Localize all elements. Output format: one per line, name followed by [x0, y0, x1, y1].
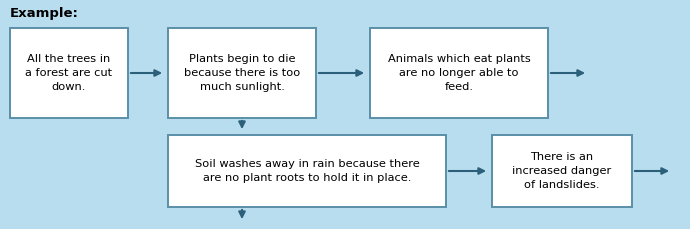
- Text: Example:: Example:: [10, 6, 79, 19]
- Bar: [168, 28, 316, 118]
- Bar: [370, 28, 548, 118]
- Text: Plants begin to die
because there is too
much sunlight.: Plants begin to die because there is too…: [184, 55, 300, 92]
- Bar: [10, 28, 128, 118]
- Bar: [492, 135, 632, 207]
- Text: Soil washes away in rain because there
are no plant roots to hold it in place.: Soil washes away in rain because there a…: [195, 159, 420, 183]
- Text: There is an
increased danger
of landslides.: There is an increased danger of landslid…: [513, 153, 611, 190]
- Text: All the trees in
a forest are cut
down.: All the trees in a forest are cut down.: [26, 55, 112, 92]
- Text: Animals which eat plants
are no longer able to
feed.: Animals which eat plants are no longer a…: [388, 55, 531, 92]
- Bar: [168, 135, 446, 207]
